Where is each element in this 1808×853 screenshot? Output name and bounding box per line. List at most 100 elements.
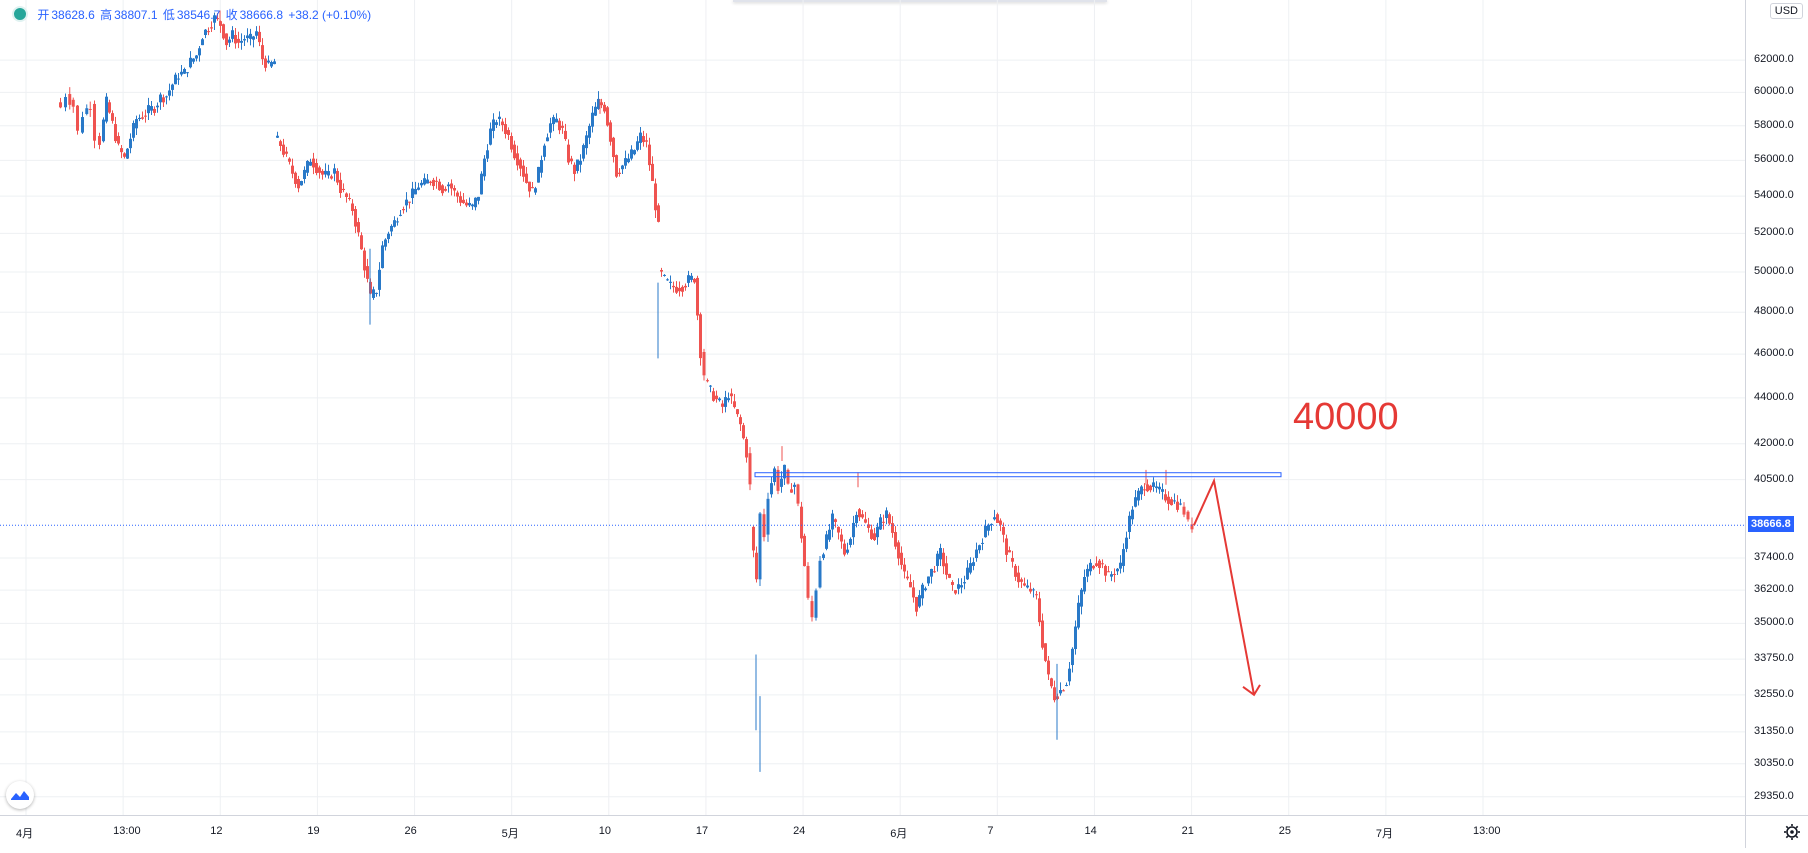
candle-body <box>591 112 594 127</box>
candle-body <box>231 30 234 39</box>
candle-body <box>903 564 906 572</box>
candle-body <box>1041 620 1044 648</box>
candle-body <box>651 163 654 182</box>
gear-icon[interactable] <box>1746 816 1808 848</box>
time-tick-label: 5月 <box>501 828 519 840</box>
candle-body <box>1038 598 1041 623</box>
candle-body <box>630 149 633 159</box>
candle-body <box>180 71 183 75</box>
candle-body <box>915 596 918 612</box>
candle-body <box>960 585 963 588</box>
current-price-tag: 38666.8 <box>1748 516 1794 533</box>
candle-body <box>1071 648 1074 666</box>
candle-body <box>721 403 724 407</box>
candle-body <box>453 188 456 191</box>
candle-body <box>900 552 903 565</box>
candle-body <box>279 141 282 146</box>
candle-body <box>972 562 975 566</box>
candle-body <box>561 125 564 128</box>
symbol-status-icon <box>12 6 28 22</box>
candle-body <box>486 150 489 159</box>
candle-body <box>618 172 621 174</box>
candle-body <box>1143 489 1146 491</box>
candle-body <box>228 39 231 43</box>
price-chart-svg[interactable] <box>0 0 1745 815</box>
price-tick-label: 35000.0 <box>1754 616 1794 629</box>
candle-body <box>790 489 793 493</box>
candle-body <box>1014 565 1017 577</box>
candle-body <box>114 124 117 142</box>
candle-body <box>342 188 345 191</box>
axis-settings[interactable] <box>1745 815 1808 848</box>
candle-body <box>843 543 846 555</box>
time-tick-label: 19 <box>307 825 320 837</box>
change-value: +38.2 (+0.10%) <box>288 8 372 22</box>
price-tick-label: 36200.0 <box>1754 583 1794 596</box>
annotation-40000: 40000 <box>1293 396 1399 438</box>
candle-body <box>876 526 879 538</box>
candle-body <box>1190 524 1194 530</box>
close-value: 38666.8 <box>239 8 283 22</box>
candle-body <box>1125 537 1128 549</box>
candle-body <box>846 549 849 553</box>
candle-body <box>894 532 897 547</box>
candle-body <box>666 279 669 281</box>
candle-body <box>135 119 138 129</box>
candle-body <box>796 484 800 504</box>
candle-body <box>818 560 822 588</box>
candle-body <box>681 286 684 292</box>
candle-body <box>390 225 393 232</box>
candle-body <box>123 153 126 157</box>
price-tick-label: 56000.0 <box>1754 153 1794 166</box>
candle-body <box>282 144 285 155</box>
candle-body <box>852 522 855 538</box>
candle-body <box>189 57 192 68</box>
price-tick-label: 33750.0 <box>1754 652 1794 665</box>
candle-body <box>739 417 742 425</box>
candle-body <box>195 55 198 59</box>
candle-body <box>270 61 273 67</box>
candle-body <box>660 270 663 272</box>
candle-body <box>627 158 630 163</box>
top-tab-handle[interactable] <box>733 0 1107 2</box>
price-axis[interactable]: USD 62000.0 60000.0 58000.0 56000.0 54000.0 5… <box>1745 0 1808 815</box>
candle-body <box>264 58 267 68</box>
candle-body <box>1122 549 1125 566</box>
candle-body <box>564 130 567 140</box>
price-tick-label: 42000.0 <box>1754 436 1794 449</box>
candle-body <box>766 498 770 535</box>
candle-body <box>1186 511 1190 520</box>
candle-body <box>1161 489 1164 492</box>
price-tick-label: 29350.0 <box>1754 789 1794 802</box>
candle-body <box>534 188 537 193</box>
currency-label[interactable]: USD <box>1769 3 1803 19</box>
candle-body <box>285 151 288 154</box>
open-label: 开 <box>37 8 50 22</box>
candle-body <box>657 205 660 222</box>
candle-body <box>987 524 990 531</box>
chart-area[interactable]: 开 38628.6 高 38807.1 低 38546.7 收 38666.8 +38.… <box>0 0 1745 815</box>
candle-body <box>742 425 745 439</box>
candle-body <box>414 188 417 195</box>
candle-body <box>456 192 459 197</box>
candle-body <box>1098 560 1101 568</box>
candle-body <box>117 136 120 144</box>
candle-body <box>210 27 213 29</box>
candle-body <box>165 96 168 98</box>
candle-body <box>706 380 709 382</box>
candle-body <box>300 180 303 186</box>
candle-body <box>225 33 228 46</box>
time-axis[interactable]: 4月 13:00 12 19 26 5月 10 17 24 6月 7 14 21 25 7月 13:00 <box>0 815 1745 848</box>
candle-body <box>408 201 411 203</box>
candle-body <box>1101 563 1104 565</box>
low-value: 38546.7 <box>176 8 221 22</box>
candle-body <box>951 582 954 585</box>
candle-body <box>758 513 762 580</box>
candle-body <box>1053 687 1056 701</box>
candle-body <box>639 132 642 143</box>
candle-body <box>420 182 423 186</box>
time-tick-label: 21 <box>1181 825 1194 837</box>
candle-body <box>984 525 987 538</box>
tradingview-logo-icon[interactable] <box>6 781 34 809</box>
candle-body <box>954 590 957 594</box>
